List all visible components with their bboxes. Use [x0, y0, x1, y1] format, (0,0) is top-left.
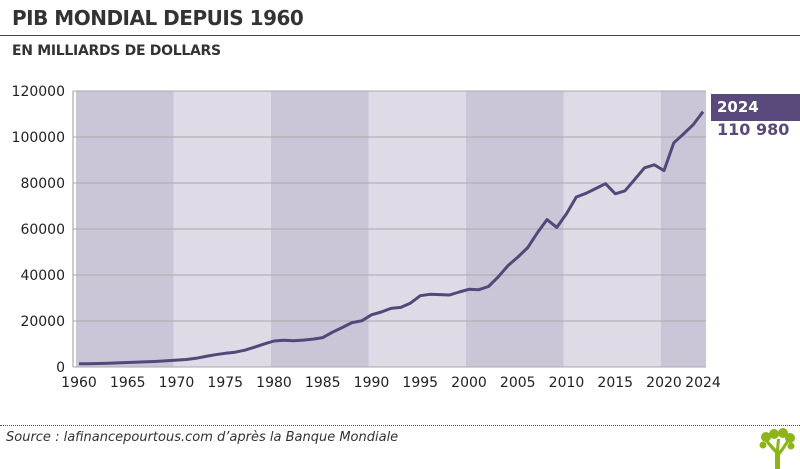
- x-tick-label: 2020: [646, 375, 682, 391]
- x-tick-label: 2015: [597, 375, 633, 391]
- x-tick-label: 1965: [110, 375, 146, 391]
- x-tick-label: 1970: [159, 375, 195, 391]
- y-tick-label: 0: [56, 360, 65, 376]
- x-tick-label: 2024: [685, 375, 721, 391]
- chart-title: PIB MONDIAL DEPUIS 1960: [12, 6, 304, 30]
- tree-logo-icon: [759, 428, 795, 469]
- x-tick-label: 2005: [500, 375, 536, 391]
- y-tick-label: 20000: [20, 314, 65, 330]
- y-tick-label: 60000: [20, 222, 65, 238]
- footer-divider: [0, 425, 800, 426]
- x-tick-label: 2000: [451, 375, 487, 391]
- chart-subtitle: EN MILLIARDS DE DOLLARS: [12, 43, 221, 59]
- title-divider: [0, 35, 800, 36]
- y-tick-label: 100000: [12, 130, 65, 146]
- x-tick-label: 1995: [402, 375, 438, 391]
- x-tick-label: 1980: [256, 375, 292, 391]
- callout-year: 2024: [711, 94, 800, 121]
- y-tick-label: 80000: [20, 176, 65, 192]
- x-tick-label: 1985: [305, 375, 341, 391]
- x-tick-label: 1990: [354, 375, 390, 391]
- x-tick-label: 1960: [61, 375, 97, 391]
- y-tick-label: 40000: [20, 268, 65, 284]
- source-note: Source : lafinancepourtous.com d’après l…: [6, 430, 399, 445]
- x-tick-label: 2010: [549, 375, 585, 391]
- callout-value: 110 980: [717, 120, 790, 139]
- x-tick-label: 1975: [207, 375, 243, 391]
- y-tick-label: 120000: [12, 84, 65, 100]
